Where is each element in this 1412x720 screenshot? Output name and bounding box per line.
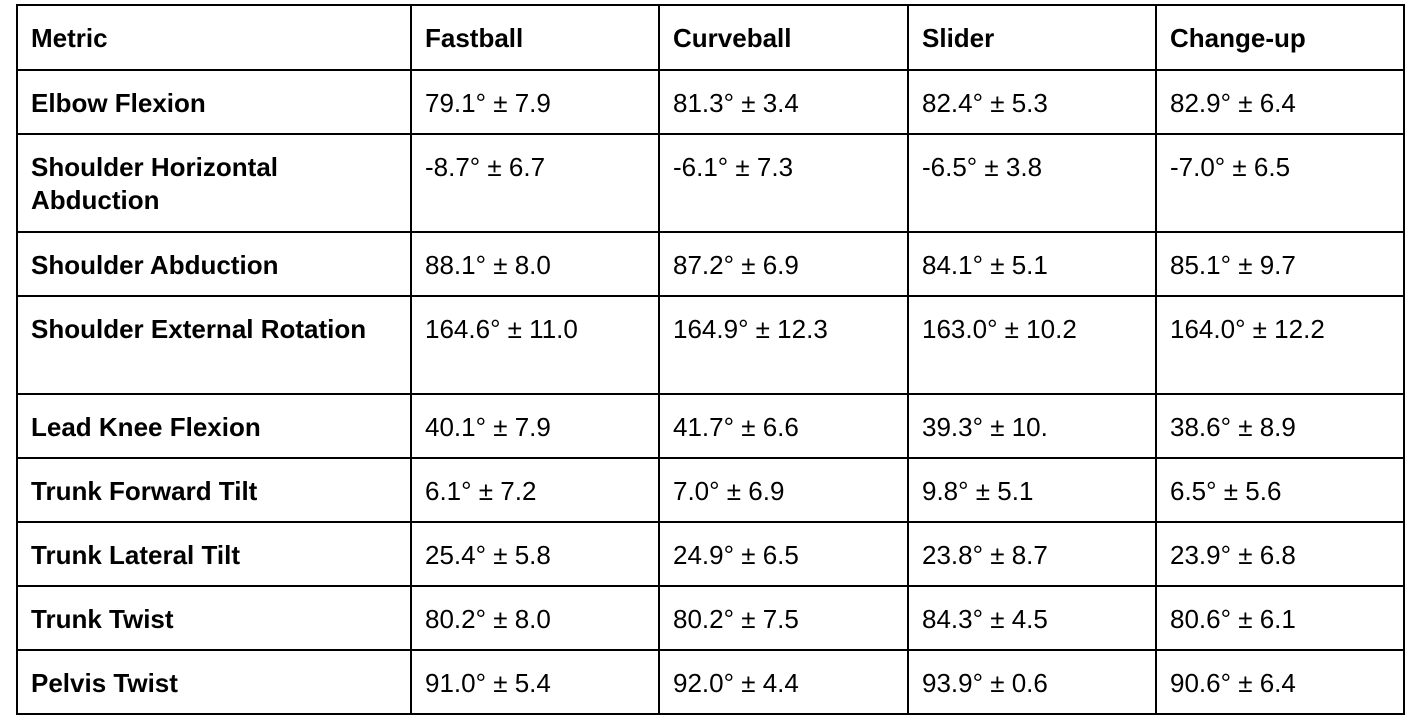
value-cell: 25.4° ± 5.8 [410, 521, 660, 587]
metric-cell: Shoulder Abduction [16, 231, 412, 297]
value-cell: 40.1° ± 7.9 [410, 393, 660, 459]
header-row: Metric Fastball Curveball Slider Change-… [16, 4, 1405, 71]
metric-cell: Trunk Twist [16, 585, 412, 651]
table-row: Trunk Forward Tilt 6.1° ± 7.2 7.0° ± 6.9… [16, 457, 1405, 523]
value-cell: 82.9° ± 6.4 [1155, 69, 1405, 135]
value-cell: 80.2° ± 7.5 [658, 585, 909, 651]
value-cell: 91.0° ± 5.4 [410, 649, 660, 715]
metric-cell: Elbow Flexion [16, 69, 412, 135]
value-cell: 24.9° ± 6.5 [658, 521, 909, 587]
pitch-metrics-table: Metric Fastball Curveball Slider Change-… [16, 4, 1405, 715]
value-cell: 23.8° ± 8.7 [907, 521, 1157, 587]
metric-cell: Shoulder External Rotation [16, 295, 412, 395]
value-cell: 82.4° ± 5.3 [907, 69, 1157, 135]
value-cell: 164.6° ± 11.0 [410, 295, 660, 395]
header-change-up: Change-up [1155, 4, 1405, 71]
value-cell: 164.0° ± 12.2 [1155, 295, 1405, 395]
value-cell: 9.8° ± 5.1 [907, 457, 1157, 523]
table-row: Shoulder Abduction 88.1° ± 8.0 87.2° ± 6… [16, 231, 1405, 297]
value-cell: 79.1° ± 7.9 [410, 69, 660, 135]
header-metric: Metric [16, 4, 412, 71]
metric-cell: Trunk Forward Tilt [16, 457, 412, 523]
value-cell: 7.0° ± 6.9 [658, 457, 909, 523]
metric-cell: Pelvis Twist [16, 649, 412, 715]
value-cell: -8.7° ± 6.7 [410, 133, 660, 233]
value-cell: -6.1° ± 7.3 [658, 133, 909, 233]
value-cell: 92.0° ± 4.4 [658, 649, 909, 715]
value-cell: 88.1° ± 8.0 [410, 231, 660, 297]
value-cell: 93.9° ± 0.6 [907, 649, 1157, 715]
value-cell: 87.2° ± 6.9 [658, 231, 909, 297]
metric-cell: Lead Knee Flexion [16, 393, 412, 459]
value-cell: 84.1° ± 5.1 [907, 231, 1157, 297]
value-cell: 80.6° ± 6.1 [1155, 585, 1405, 651]
table-row: Shoulder Horizontal Abduction -8.7° ± 6.… [16, 133, 1405, 233]
header-slider: Slider [907, 4, 1157, 71]
metric-cell: Trunk Lateral Tilt [16, 521, 412, 587]
table-row: Lead Knee Flexion 40.1° ± 7.9 41.7° ± 6.… [16, 393, 1405, 459]
value-cell: 6.5° ± 5.6 [1155, 457, 1405, 523]
table-row: Pelvis Twist 91.0° ± 5.4 92.0° ± 4.4 93.… [16, 649, 1405, 715]
value-cell: 81.3° ± 3.4 [658, 69, 909, 135]
value-cell: -7.0° ± 6.5 [1155, 133, 1405, 233]
table-row: Shoulder External Rotation 164.6° ± 11.0… [16, 295, 1405, 395]
value-cell: 6.1° ± 7.2 [410, 457, 660, 523]
table-row: Trunk Twist 80.2° ± 8.0 80.2° ± 7.5 84.3… [16, 585, 1405, 651]
value-cell: 38.6° ± 8.9 [1155, 393, 1405, 459]
value-cell: 85.1° ± 9.7 [1155, 231, 1405, 297]
value-cell: 164.9° ± 12.3 [658, 295, 909, 395]
metric-cell: Shoulder Horizontal Abduction [16, 133, 412, 233]
value-cell: 39.3° ± 10. [907, 393, 1157, 459]
value-cell: 41.7° ± 6.6 [658, 393, 909, 459]
value-cell: 84.3° ± 4.5 [907, 585, 1157, 651]
value-cell: -6.5° ± 3.8 [907, 133, 1157, 233]
value-cell: 23.9° ± 6.8 [1155, 521, 1405, 587]
header-fastball: Fastball [410, 4, 660, 71]
table-row: Trunk Lateral Tilt 25.4° ± 5.8 24.9° ± 6… [16, 521, 1405, 587]
value-cell: 90.6° ± 6.4 [1155, 649, 1405, 715]
header-curveball: Curveball [658, 4, 909, 71]
table-row: Elbow Flexion 79.1° ± 7.9 81.3° ± 3.4 82… [16, 69, 1405, 135]
value-cell: 163.0° ± 10.2 [907, 295, 1157, 395]
value-cell: 80.2° ± 8.0 [410, 585, 660, 651]
